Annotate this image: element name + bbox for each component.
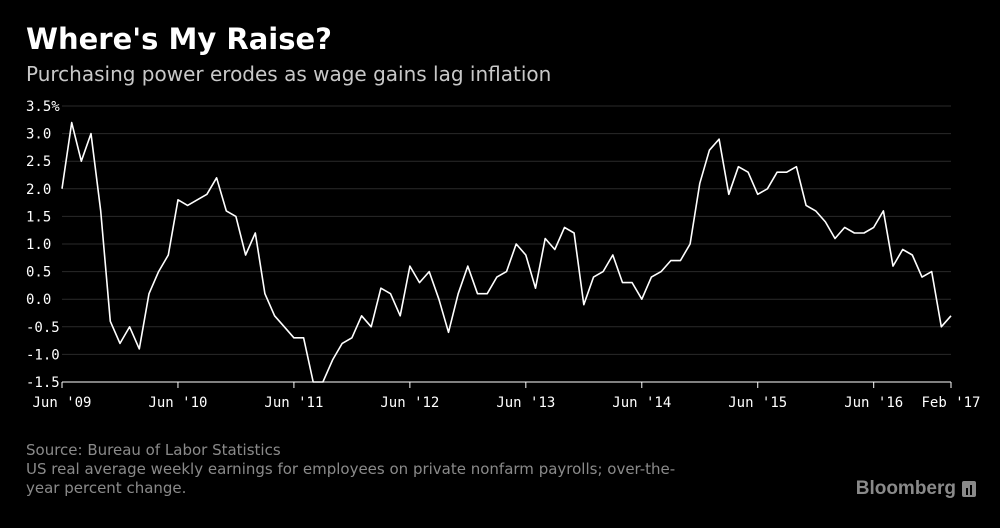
x-tick-label: Jun '14 [612,395,671,411]
y-tick-label: -0.5 [26,320,60,336]
x-tick-label: Jun '09 [32,395,91,411]
footnote: Source: Bureau of Labor Statistics US re… [26,441,826,498]
y-tick-label: 0.5 [26,265,51,281]
y-tick-label: 3.5% [26,99,60,115]
x-tick-label: Jun '15 [728,395,787,411]
x-tick-label: Jun '13 [496,395,555,411]
gridlines [62,105,951,383]
series [61,121,952,383]
x-axis: Jun '09 Jun '10 Jun '11 Jun '12 Jun '13 Jun '… [32,381,981,411]
x-tick-label: Feb '17 [921,395,980,411]
y-tick-label: 3.0 [26,127,51,143]
y-tick-label: 0.0 [26,292,51,308]
bloomberg-terminal-icon [962,481,976,497]
y-tick-label: 2.0 [26,182,51,198]
y-tick-label: 2.5 [26,154,51,170]
chart-subtitle: Purchasing power erodes as wage gains la… [26,62,552,86]
y-tick-label: -1.5 [26,375,60,391]
source-text: Source: Bureau of Labor Statistics [26,441,281,459]
chart-title: Where's My Raise? [26,22,332,56]
note-text-line-2: year percent change. [26,479,187,497]
x-tick-label: Jun '16 [844,395,903,411]
y-tick-label: -1.0 [26,347,60,363]
series-line [61,121,952,383]
x-tick-label: Jun '10 [148,395,207,411]
x-tick-label: Jun '11 [264,395,323,411]
y-tick-label: 1.5 [26,209,51,225]
x-tick-label: Jun '12 [380,395,439,411]
note-text-line-1: US real average weekly earnings for empl… [26,460,676,478]
y-axis: 3.5% 3.0 2.5 2.0 1.5 1.0 0.5 0.0 -0.5 -1.0 -1.5 [26,99,60,391]
bloomberg-logo: Bloomberg [856,478,976,500]
y-tick-label: 1.0 [26,237,51,253]
brand-name: Bloomberg [855,478,956,499]
